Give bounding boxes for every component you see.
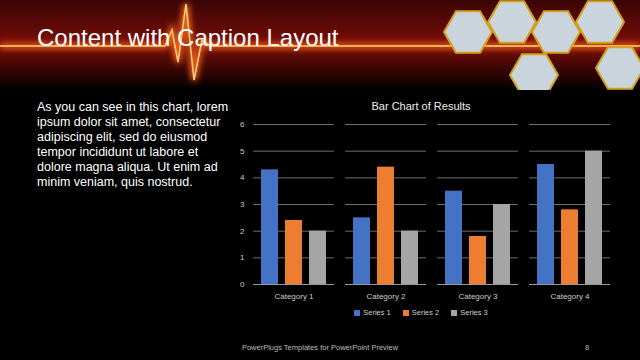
svg-text:2: 2: [240, 227, 245, 236]
svg-text:Category 2: Category 2: [366, 292, 406, 301]
svg-text:6: 6: [240, 120, 245, 129]
svg-text:Category 3: Category 3: [458, 292, 498, 301]
svg-text:5: 5: [240, 147, 245, 156]
svg-text:0: 0: [240, 280, 245, 289]
html-text:Series 1: Series 1: [363, 308, 391, 317]
svg-text:1: 1: [240, 253, 245, 262]
html-text:Bar Chart of Results: Bar Chart of Results: [371, 100, 471, 112]
html-text:As you can see in this chart,: As you can see in this chart, lorem ipsu…: [37, 100, 229, 189]
svg-text:Category 4: Category 4: [550, 292, 590, 301]
html-text:Series 2: Series 2: [411, 308, 440, 317]
svg-text:Category 1: Category 1: [274, 292, 314, 301]
html-text:8: 8: [585, 343, 590, 352]
html-text:PowerPlugs Templates for Power: PowerPlugs Templates for PowerPoint Prev…: [241, 343, 399, 352]
html-text:Series 3: Series 3: [460, 308, 488, 317]
html-text:Content with Caption Layout: Content with Caption Layout: [37, 24, 339, 51]
svg-text:3: 3: [240, 200, 245, 209]
svg-text:4: 4: [240, 173, 245, 182]
